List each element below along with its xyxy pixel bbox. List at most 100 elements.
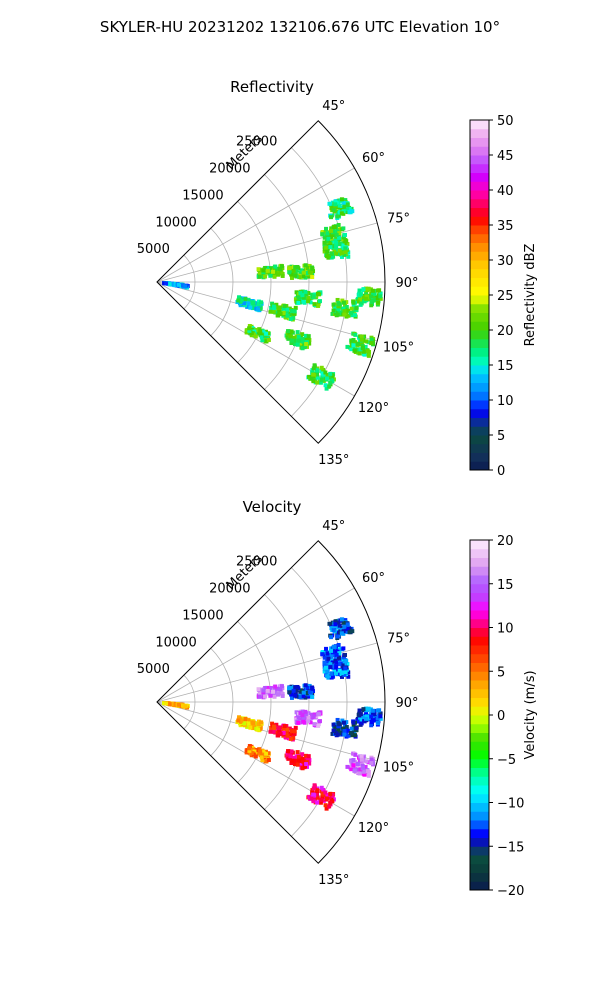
echo-cell <box>161 700 190 710</box>
echo-pixel <box>268 693 273 698</box>
echo-pixel <box>248 305 253 310</box>
colorbar: −20 −15 −10 −5 0 5 10 15 20 Velocity (m/s) <box>469 534 538 899</box>
colorbar-segment <box>470 260 489 270</box>
echo-pixel <box>259 300 264 305</box>
echo-pixel <box>297 275 302 280</box>
echo-pixel <box>364 339 369 344</box>
echo-pixel <box>304 762 309 767</box>
echo-pixel <box>336 727 341 732</box>
colorbar-segment <box>470 855 489 865</box>
echo-pixel <box>346 670 351 675</box>
echo-pixel <box>335 297 340 302</box>
echo-pixel <box>340 245 345 250</box>
echo-pixel <box>326 653 331 658</box>
echo-pixel <box>278 690 283 695</box>
echo-pixel <box>272 694 277 699</box>
echo-pixel <box>295 684 300 689</box>
colorbar-segment <box>470 697 489 707</box>
echo-pixel <box>307 689 312 694</box>
colorbar-segment <box>470 435 489 445</box>
echo-pixel <box>310 266 315 271</box>
echo-pixel <box>247 744 252 749</box>
echo-pixel <box>370 288 375 293</box>
echo-pixel <box>243 296 248 301</box>
radial-tick-label: 5000 <box>137 242 170 257</box>
sector-boundary <box>156 120 386 444</box>
colorbar-segment <box>470 811 489 821</box>
echo-pixel <box>342 624 347 629</box>
echo-pixel <box>349 306 354 311</box>
colorbar-segment <box>470 408 489 418</box>
echo-pixel <box>308 266 313 271</box>
echo-pixel <box>292 338 297 343</box>
colorbar-segment <box>470 750 489 760</box>
echo-pixel <box>342 720 347 725</box>
echo-pixel <box>307 761 312 766</box>
echo-pixel <box>305 691 310 696</box>
echo-pixel <box>327 673 332 678</box>
colorbar-segment <box>470 146 489 156</box>
echo-pixel <box>315 792 320 797</box>
echo-pixel <box>181 283 186 288</box>
colorbar-segment <box>470 426 489 436</box>
echo-pixel <box>345 662 350 667</box>
echo-pixel <box>290 308 295 313</box>
colorbar-segment <box>470 793 489 803</box>
echo-pixel <box>318 800 323 805</box>
echo-pixel <box>337 668 342 673</box>
echo-pixel <box>256 722 261 727</box>
echo-pixel <box>318 710 323 715</box>
echo-pixel <box>257 747 262 752</box>
echo-pixel <box>349 767 354 772</box>
echo-pixel <box>183 284 188 289</box>
echo-pixel <box>289 760 294 765</box>
echo-pixel <box>339 671 344 676</box>
echo-pixel <box>282 724 287 729</box>
colorbar: 0 5 10 15 20 25 30 35 40 45 50 Reflectivity dBZ <box>469 114 538 479</box>
azimuth-tick-label: 90° <box>395 696 418 711</box>
echo-pixel <box>278 267 283 272</box>
colorbar-tick-label: 15 <box>497 359 514 374</box>
echo-pixel <box>312 783 317 788</box>
echo-pixel <box>357 295 362 300</box>
echo-pixel <box>328 371 333 376</box>
echo-pixel <box>320 230 325 235</box>
echo-pixel <box>309 796 314 801</box>
echo-pixel <box>365 349 370 354</box>
echo-pixel <box>329 671 334 676</box>
echo-pixel <box>259 333 264 338</box>
echo-pixel <box>335 620 340 625</box>
echo-pixel <box>319 785 324 790</box>
echo-pixel <box>294 290 299 295</box>
echo-pixel <box>342 241 347 246</box>
echo-pixel <box>290 728 295 733</box>
colorbar-segment <box>470 347 489 357</box>
echo-pixel <box>276 313 281 318</box>
echo-cell <box>161 280 190 290</box>
echo-pixel <box>289 329 294 334</box>
echo-pixel <box>350 209 355 214</box>
echo-pixel <box>333 238 338 243</box>
echo-pixel <box>266 337 271 342</box>
echo-pixel <box>359 300 364 305</box>
echo-pixel <box>337 231 342 236</box>
echo-pixel <box>364 296 369 301</box>
colorbar-tick-label: 20 <box>497 324 514 339</box>
echo-pixel <box>324 806 329 811</box>
echo-pixel <box>353 760 358 765</box>
echo-pixel <box>337 248 342 253</box>
colorbar-tick-label: 5 <box>497 429 505 444</box>
echo-pixel <box>342 729 347 734</box>
colorbar-segment <box>470 828 489 838</box>
echo-pixel <box>361 345 366 350</box>
echo-pixel <box>276 306 281 311</box>
echo-pixel <box>359 337 364 342</box>
echo-cell <box>306 783 336 811</box>
echo-pixel <box>332 224 337 229</box>
echo-pixel <box>370 708 375 713</box>
colorbar-segment <box>470 295 489 305</box>
echo-pixel <box>319 797 324 802</box>
echo-pixel <box>248 725 253 730</box>
echo-pixel <box>307 374 312 379</box>
echo-pixel <box>271 309 276 314</box>
